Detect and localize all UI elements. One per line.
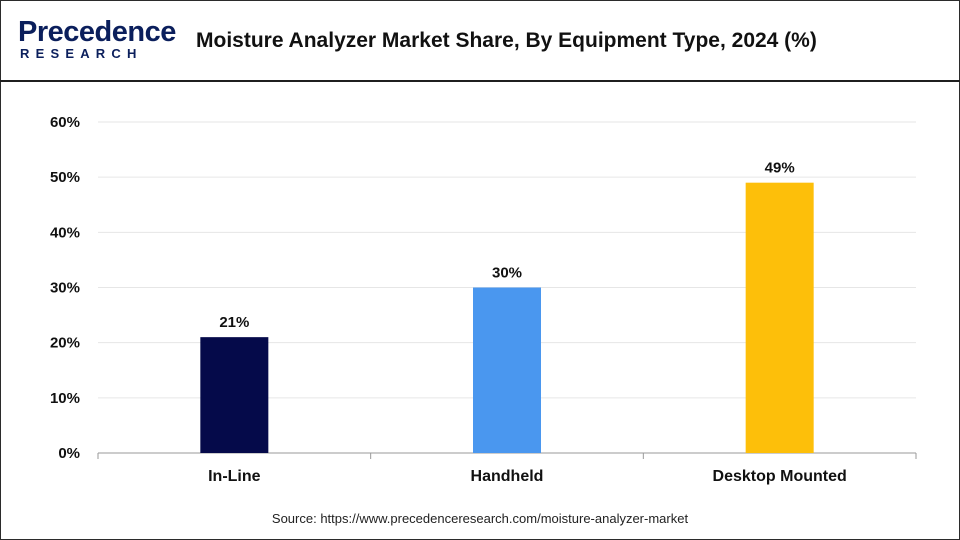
brand-logo: Precedence RESEARCH bbox=[18, 16, 176, 64]
x-tick-label: Desktop Mounted bbox=[713, 468, 847, 485]
y-tick-label: 0% bbox=[58, 445, 80, 462]
logo-wordmark: Precedence bbox=[18, 16, 176, 48]
logo-subtitle: RESEARCH bbox=[20, 46, 143, 61]
data-label: 49% bbox=[765, 160, 795, 177]
y-tick-label: 20% bbox=[50, 335, 80, 352]
bar-chart: 0% 10% 20% 30% 40% 50% 60% 21% In-Line 30% Handhel… bbox=[50, 114, 917, 485]
data-label: 30% bbox=[492, 265, 522, 282]
bar-handheld bbox=[473, 287, 541, 453]
y-tick-label: 10% bbox=[50, 390, 80, 407]
source-note: Source: https://www.precedenceresearch.c… bbox=[271, 511, 689, 526]
y-tick-label: 40% bbox=[50, 224, 80, 241]
y-tick-label: 50% bbox=[50, 169, 80, 186]
header: Precedence RESEARCH Moisture Analyzer Ma… bbox=[0, 0, 960, 80]
y-tick-label: 60% bbox=[50, 114, 80, 131]
header-divider bbox=[0, 80, 960, 82]
x-tick-label: In-Line bbox=[208, 468, 261, 485]
bar-desktop-mounted bbox=[745, 182, 814, 453]
bar-in-line bbox=[200, 337, 269, 453]
chart-title: Moisture Analyzer Market Share, By Equip… bbox=[196, 29, 817, 52]
y-tick-label: 30% bbox=[50, 280, 80, 297]
x-tick-label: Handheld bbox=[471, 468, 544, 485]
data-label: 21% bbox=[219, 314, 249, 331]
